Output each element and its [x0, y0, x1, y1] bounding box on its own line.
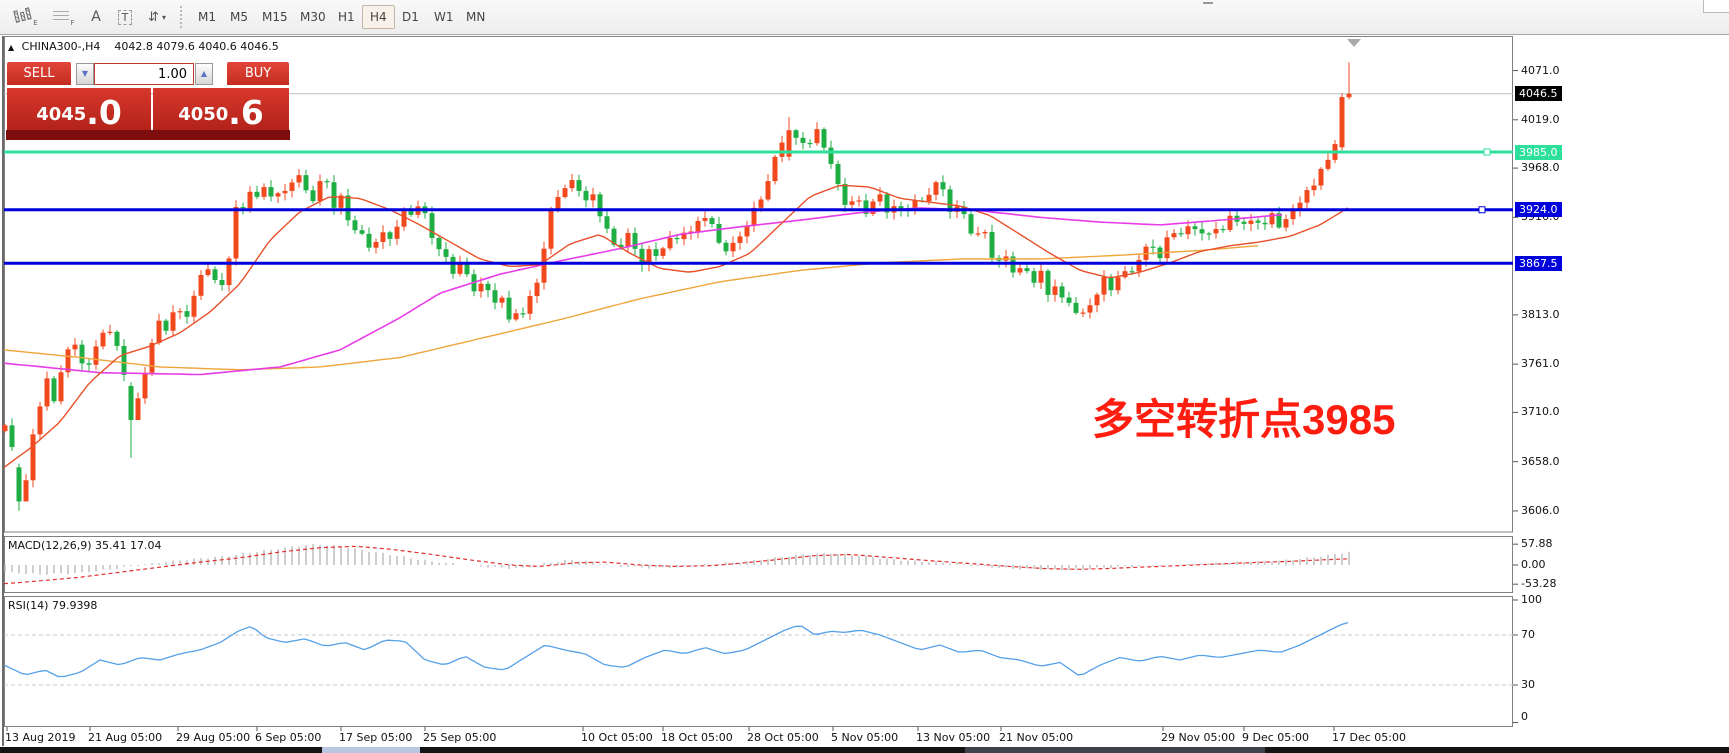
timeframe-button-m1[interactable]: M1 — [198, 10, 216, 24]
objects-list-icon[interactable]: F — [48, 4, 80, 30]
date-tick-label: 17 Dec 05:00 — [1332, 731, 1406, 744]
arrange-icon[interactable]: ⇵ ▾ — [140, 4, 174, 30]
rsi-axis-label: 30 — [1521, 678, 1535, 691]
buy-button[interactable]: BUY — [227, 62, 289, 85]
window-corner-box — [1703, 0, 1729, 13]
sell-price-fraction: .0 — [86, 93, 122, 132]
price-tick-label: 3761.0 — [1521, 357, 1560, 371]
macd-axis-label: -53.28 — [1521, 577, 1557, 591]
macd-panel-border — [4, 536, 1513, 593]
macd-axis-label: 0.00 — [1521, 558, 1546, 571]
chart-shift-marker-icon — [1347, 39, 1361, 47]
macd-axis-label: 57.88 — [1521, 537, 1553, 551]
date-tick-label: 21 Nov 05:00 — [999, 731, 1074, 744]
date-tick-label: 6 Sep 05:00 — [255, 731, 322, 744]
price-tick-label: 3710.0 — [1521, 405, 1560, 419]
rsi-axis-label: 100 — [1521, 593, 1542, 606]
sell-price-main: 4045 — [36, 104, 87, 125]
date-tick-label: 29 Nov 05:00 — [1161, 731, 1236, 744]
date-tick-label: 13 Aug 2019 — [5, 731, 76, 744]
price-badge-hline-green: 3985.0 — [1515, 144, 1562, 160]
rsi-axis-label: 0 — [1521, 710, 1528, 723]
window-dash — [1203, 2, 1213, 4]
price-badge-hline-blue: 3924.0 — [1515, 202, 1562, 218]
timeframe-button-d1[interactable]: D1 — [402, 10, 419, 24]
timeframe-button-h4[interactable]: H4 — [362, 5, 395, 29]
rsi-panel-border — [4, 596, 1513, 727]
price-tick-label: 3813.0 — [1521, 307, 1560, 321]
ma-fast-line — [3, 184, 1349, 468]
rsi-line — [3, 621, 1349, 678]
date-tick-label: 17 Sep 05:00 — [339, 731, 413, 744]
price-tick-label: 3606.0 — [1521, 503, 1560, 517]
ma-slow-line — [3, 245, 1259, 371]
sell-price-box[interactable]: 4045 .0 — [7, 88, 151, 130]
taskbar-segment — [322, 747, 420, 753]
price-badge-hline-blue: 3867.5 — [1515, 255, 1562, 271]
chevron-down-icon: ▾ — [161, 12, 166, 22]
main-plot-border — [4, 36, 1513, 533]
price-tick-label: 4019.0 — [1521, 112, 1560, 126]
date-tick-label: 29 Aug 05:00 — [176, 731, 251, 744]
grid-glyph — [53, 11, 70, 23]
timeframe-button-m30[interactable]: M30 — [300, 10, 326, 24]
indicators-sub: E — [33, 19, 38, 27]
buy-price-fraction: .6 — [228, 93, 264, 132]
taskbar-segment — [965, 747, 1265, 753]
symbol-timeframe: CHINA300-,H4 — [21, 40, 101, 53]
volume-input[interactable] — [94, 63, 194, 85]
buy-label: BUY — [244, 66, 272, 81]
indicators-icon[interactable]: E — [8, 4, 44, 30]
objects-sub: F — [70, 19, 75, 27]
volume-increase-button[interactable]: ▲ — [195, 63, 213, 85]
ma-mid-line — [3, 207, 1283, 376]
rsi-axis-label: 70 — [1521, 628, 1535, 641]
one-click-trade-panel: SELL ▼ ▲ BUY 4045 .0 4050 .6 — [6, 56, 290, 140]
main-toolbar: E F A T ⇵ ▾ M1 M5 M15 M30 H1 H4 D1 W1 MN — [0, 0, 1729, 35]
chart-annotation-text[interactable]: 多空转折点3985 — [1092, 396, 1396, 443]
macd-signal-line — [3, 545, 1349, 585]
macd-indicator-label: MACD(12,26,9) 35.41 17.04 — [8, 539, 162, 552]
sell-button[interactable]: SELL — [7, 62, 71, 85]
text-box-icon[interactable]: T — [112, 4, 138, 30]
arrows-glyph: ⇵ — [148, 9, 159, 25]
sell-label: SELL — [23, 66, 55, 81]
price-tick-label: 4071.0 — [1521, 63, 1560, 77]
trade-panel-strip — [6, 130, 290, 140]
timeframe-button-h1[interactable]: H1 — [338, 10, 355, 24]
date-tick-label: 18 Oct 05:00 — [661, 731, 733, 744]
candles-glyph — [13, 7, 34, 27]
price-tick-label: 3968.0 — [1521, 161, 1560, 175]
buy-price-main: 4050 — [178, 104, 229, 125]
timeframe-button-w1[interactable]: W1 — [434, 10, 454, 24]
date-tick-label: 25 Sep 05:00 — [423, 731, 497, 744]
timeframe-button-m5[interactable]: M5 — [230, 10, 248, 24]
chart-title: ▲ CHINA300-,H4 4042.8 4079.6 4040.6 4046… — [8, 40, 279, 53]
taskbar-strip — [0, 747, 1729, 753]
rsi-indicator-label: RSI(14) 79.9398 — [8, 599, 98, 612]
ohlc-readout: 4042.8 4079.6 4040.6 4046.5 — [114, 40, 279, 53]
hline-handle[interactable] — [1483, 148, 1491, 156]
text-t-glyph: T — [117, 9, 133, 25]
timeframe-button-m15[interactable]: M15 — [262, 10, 288, 24]
timeframe-button-mn[interactable]: MN — [466, 10, 486, 24]
date-tick-label: 13 Nov 05:00 — [916, 731, 991, 744]
text-label-icon[interactable]: A — [84, 4, 108, 30]
buy-price-box[interactable]: 4050 .6 — [153, 88, 289, 130]
text-a-glyph: A — [91, 9, 101, 25]
volume-decrease-button[interactable]: ▼ — [76, 63, 94, 85]
price-tick-label: 3658.0 — [1521, 454, 1560, 468]
date-tick-label: 9 Dec 05:00 — [1242, 731, 1309, 744]
price-badge-current-price: 4046.5 — [1515, 86, 1562, 102]
date-tick-label: 10 Oct 05:00 — [581, 731, 653, 744]
date-tick-label: 5 Nov 05:00 — [831, 731, 899, 744]
collapse-triangle-icon: ▲ — [8, 43, 15, 52]
macd-histogram — [4, 544, 1350, 575]
toolbar-separator — [180, 6, 182, 28]
date-tick-label: 21 Aug 05:00 — [88, 731, 163, 744]
date-tick-label: 28 Oct 05:00 — [747, 731, 819, 744]
hline-handle[interactable] — [1478, 206, 1486, 214]
